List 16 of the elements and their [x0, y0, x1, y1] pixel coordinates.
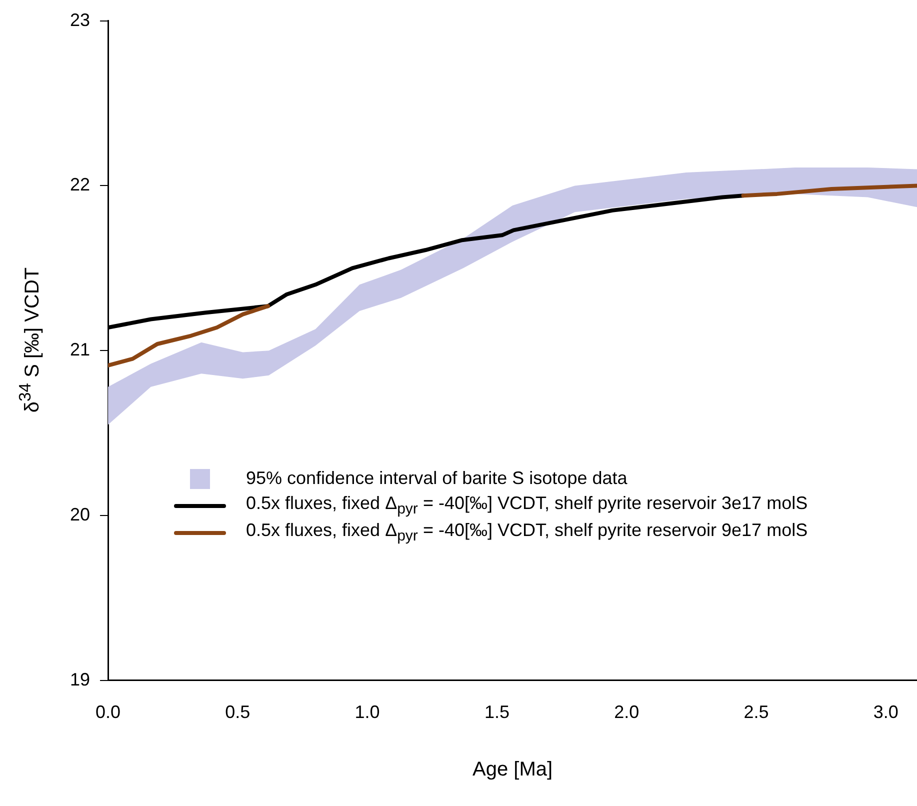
- y-tick-label: 19: [70, 669, 90, 690]
- y-tick-label: 20: [70, 504, 90, 524]
- x-tick-label: 1.0: [354, 702, 380, 722]
- x-tick-label: 0.0: [96, 702, 121, 722]
- legend-label: 0.5x fluxes, fixed Δ$_{pyr}$ = -40[‰] VCDT, shelf pyrite reservoir 9e17 molS: [246, 520, 808, 545]
- y-tick-label: 21: [70, 340, 90, 360]
- x-tick-label: 2.5: [744, 702, 769, 722]
- legend-label: 95% confidence interval of barite S isotope data: [246, 468, 628, 489]
- y-tick-label: 23: [70, 10, 90, 30]
- x-tick-label: 0.5: [225, 702, 250, 722]
- x-tick-label: 3.0: [873, 702, 898, 722]
- x-tick-label: 1.5: [484, 702, 510, 722]
- y-tick-label: 22: [70, 174, 90, 195]
- legend-label: 0.5x fluxes, fixed Δ$_{pyr}$ = -40[‰] VCDT, shelf pyrite reservoir 3e17 molS: [246, 493, 808, 518]
- x-axis-title: Age [Ma]: [472, 758, 553, 781]
- x-tick-label: 2.0: [614, 702, 640, 722]
